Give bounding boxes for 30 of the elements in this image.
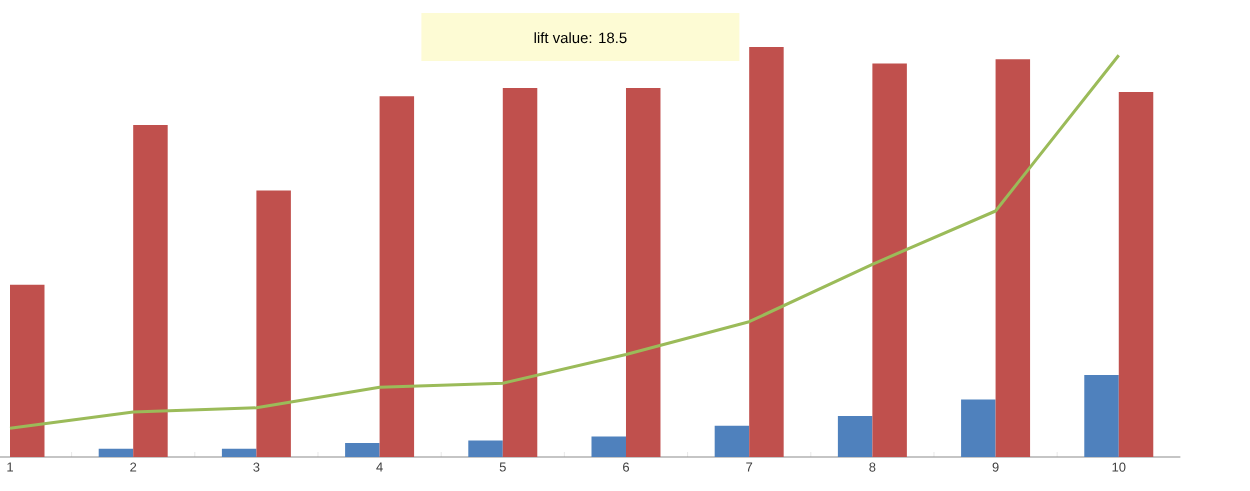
x-tick-label: 10	[1112, 462, 1126, 472]
bar	[749, 47, 784, 457]
bar	[591, 436, 626, 457]
bar	[98, 448, 134, 457]
x-tick-label: 3	[253, 462, 260, 472]
x-tick-label: 9	[992, 462, 999, 472]
bar	[625, 88, 661, 457]
bar	[995, 59, 1031, 457]
bar	[10, 284, 45, 457]
bar	[837, 416, 873, 457]
x-tick-label: 7	[746, 462, 753, 472]
x-tick-label: 1	[7, 462, 13, 472]
x-tick-label: 8	[869, 462, 876, 472]
bar	[345, 443, 380, 457]
x-tick-label: 5	[499, 462, 506, 472]
x-tick-label: 4	[376, 462, 383, 472]
bar	[133, 124, 168, 457]
text: lift value: 18.5	[534, 32, 627, 44]
bar	[256, 190, 291, 457]
bar	[502, 88, 538, 457]
bar	[714, 425, 750, 457]
bar	[468, 440, 503, 457]
bar	[221, 448, 257, 457]
bar	[1118, 92, 1154, 457]
bar	[1084, 375, 1119, 457]
x-tick-label: 2	[130, 462, 137, 472]
bar	[961, 399, 996, 457]
bar	[379, 96, 415, 457]
bar	[872, 63, 907, 457]
x-tick-label: 6	[623, 462, 630, 472]
